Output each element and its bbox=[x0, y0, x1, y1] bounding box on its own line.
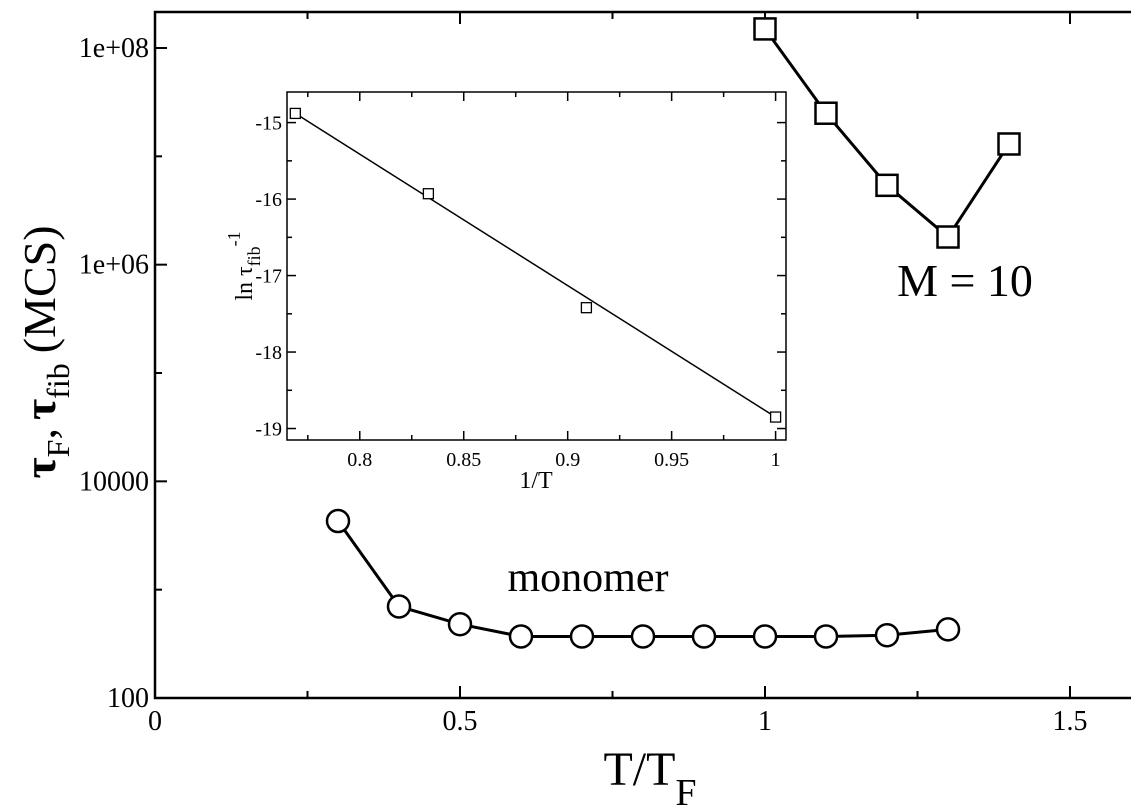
inset-y-tick-label: -15 bbox=[255, 113, 282, 135]
annotation-monomer: monomer bbox=[508, 555, 669, 601]
inset-point bbox=[289, 107, 301, 120]
monomer-point bbox=[569, 624, 595, 649]
y-axis-label-tau-fib: τ bbox=[14, 399, 65, 420]
monomer-point bbox=[752, 624, 778, 649]
x-axis-label: T/TF bbox=[603, 743, 696, 809]
inset-y-axis-label-main: ln τ bbox=[232, 266, 258, 301]
inset-chart: 0.8 0.85 0.9 0.95 1 -15 -16 -17 -18 -19 1/T ln τf… bbox=[224, 91, 787, 494]
inset-fit-line bbox=[294, 112, 777, 418]
x-axis-label-sub: F bbox=[675, 772, 696, 809]
y-tick-label: 1e+08 bbox=[79, 33, 149, 64]
monomer-point bbox=[813, 624, 839, 649]
monomer-point bbox=[386, 594, 412, 619]
main-frame bbox=[153, 10, 1131, 700]
x-tick-label: 0 bbox=[148, 706, 162, 737]
inset-x-tick-label: 0.8 bbox=[347, 449, 372, 471]
y-tick-label: 1e+06 bbox=[79, 250, 149, 281]
x-tick-label: 1.5 bbox=[1053, 706, 1088, 737]
inset-point bbox=[580, 302, 593, 314]
y-axis-label-sub-f: F bbox=[40, 440, 76, 458]
svg-text:τF,τfib(MCS): τF,τfib(MCS) bbox=[14, 225, 76, 478]
monomer-point bbox=[874, 622, 900, 648]
inset-y-tick-label: -17 bbox=[255, 266, 282, 288]
m10-point bbox=[875, 173, 899, 198]
y-axis-label: τF,τfib(MCS) bbox=[14, 225, 76, 478]
m10-point bbox=[936, 225, 960, 249]
x-axis-label-main: T/T bbox=[603, 743, 675, 796]
inset-x-tick-label: 0.85 bbox=[446, 449, 481, 471]
monomer-point bbox=[447, 611, 473, 637]
m10-point bbox=[997, 132, 1021, 156]
annotation-m10: M = 10 bbox=[897, 255, 1033, 306]
y-axis-label-sub-fib: fib bbox=[40, 363, 76, 399]
inset-x-tick-label: 1 bbox=[771, 449, 781, 471]
inset-point bbox=[769, 411, 782, 423]
monomer-point bbox=[630, 624, 656, 649]
monomer-point bbox=[691, 624, 717, 649]
inset-y-axis-label-sup: -1 bbox=[224, 231, 244, 246]
y-axis-label-comma: , bbox=[14, 428, 65, 440]
monomer-point bbox=[325, 508, 351, 534]
inset-y-axis-label: ln τfib-1 bbox=[224, 231, 264, 300]
inset-y-tick-label: -18 bbox=[255, 342, 282, 364]
y-tick-label: 10000 bbox=[79, 466, 149, 497]
y-axis-label-tau-f: τ bbox=[14, 457, 65, 478]
inset-x-tick-label: 0.9 bbox=[555, 449, 580, 471]
svg-text:ln τfib-1: ln τfib-1 bbox=[224, 231, 264, 300]
inset-y-tick-label: -19 bbox=[255, 419, 282, 441]
inset-frame bbox=[286, 91, 787, 441]
m10-point bbox=[753, 17, 777, 41]
m10-point bbox=[814, 101, 838, 125]
series-m10-line bbox=[763, 28, 1011, 240]
inset-point bbox=[422, 188, 435, 200]
main-chart: 0 0.5 1 1.5 100 10000 1e+06 1e+08 monomer M = 1… bbox=[14, 10, 1131, 809]
inset-y-tick-label: -16 bbox=[255, 189, 282, 211]
inset-x-axis-label: 1/T bbox=[519, 468, 553, 494]
inset-x-tick-label: 0.95 bbox=[654, 449, 689, 471]
inset-y-axis-label-sub: fib bbox=[244, 246, 264, 266]
x-tick-label: 0.5 bbox=[443, 706, 478, 737]
y-axis-label-unit: (MCS) bbox=[14, 225, 65, 353]
y-tick-label: 100 bbox=[107, 683, 149, 714]
monomer-point bbox=[508, 624, 534, 649]
x-tick-label: 1 bbox=[758, 706, 772, 737]
monomer-point bbox=[935, 617, 961, 642]
